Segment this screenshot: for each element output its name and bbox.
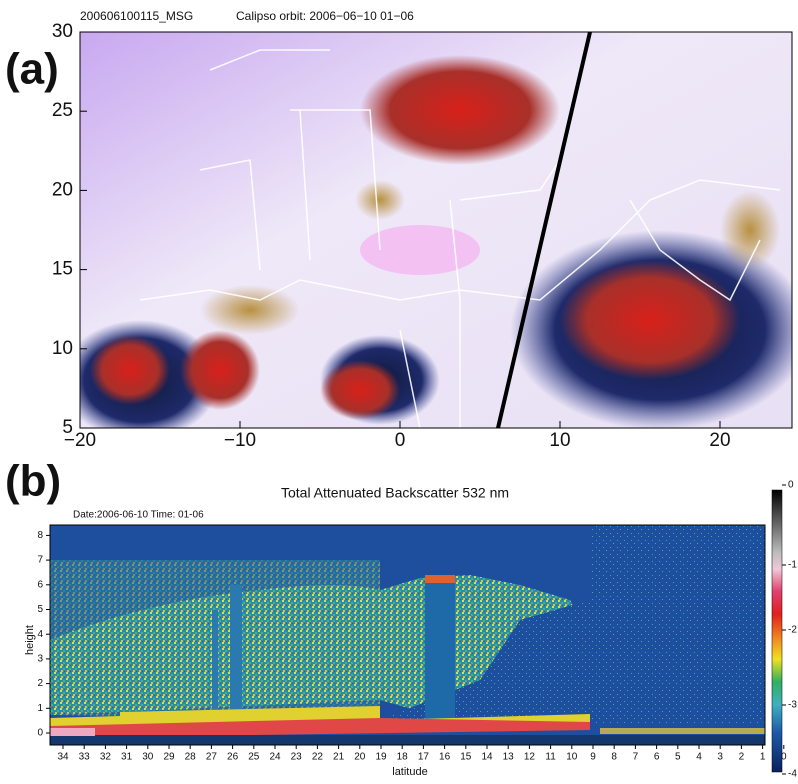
x-tick-label: 7 [633,752,639,763]
plot-frame [49,524,766,746]
x-axis-label: latitude [392,766,427,778]
y-tick-label: 20 [52,179,73,200]
y-tick-label: 0 [37,728,43,739]
y-tick-label: 10 [52,338,73,359]
x-tick-label: 34 [57,752,69,763]
y-tick-label: 6 [37,579,43,590]
x-tick-label: 15 [460,752,472,763]
x-tick-label: 23 [291,752,303,763]
x-tick-label: 8 [611,752,617,763]
x-tick-label: 5 [675,752,681,763]
x-tick-label: 27 [206,752,218,763]
x-tick-label: 13 [503,752,515,763]
map-frame [79,31,793,429]
y-tick-label: 1 [37,703,43,714]
x-tick-label: 24 [269,752,281,763]
x-tick-label: 29 [163,752,175,763]
x-tick-label: 2 [739,752,745,763]
header-text: Calipso orbit: 2006−06−10 01−06 [236,9,414,23]
x-tick-label: 10 [566,752,578,763]
x-tick-label: 14 [481,752,493,763]
x-tick-label: 22 [312,752,324,763]
x-tick-label: 4 [696,752,702,763]
y-tick-label: 15 [52,259,73,280]
y-tick-label: 3 [37,654,43,665]
x-tick-label: 3 [717,752,723,763]
x-tick-label: 9 [590,752,596,763]
x-tick-label: 18 [397,752,409,763]
x-tick-label: 19 [375,752,387,763]
x-tick-label: 33 [79,752,91,763]
x-tick-label: 11 [545,752,556,763]
x-tick-label: 28 [185,752,197,763]
y-axis-label: height [24,625,36,655]
x-tick-label: 0 [781,752,787,763]
x-tick-label: 6 [654,752,660,763]
colorbar-tick-label: -2 [788,625,797,636]
y-tick-label: 4 [37,629,43,640]
y-tick-label: 2 [37,678,43,689]
y-tick-label: 8 [37,530,43,541]
x-tick-label: 20 [354,752,366,763]
x-tick-label: 32 [100,752,112,763]
colorbar-tick-label: -1 [788,560,797,571]
y-tick-label: 7 [37,555,43,566]
plot-title: Total Attenuated Backscatter 532 nm [281,485,509,501]
x-tick-label: 31 [121,752,133,763]
panel-label: (b) [5,457,61,506]
panel-label: (a) [5,45,59,94]
x-tick-label: 20 [709,430,730,451]
backscatter-image [50,525,765,745]
x-tick-label: −20 [64,430,96,451]
x-tick-label: 10 [549,430,570,451]
date-text: Date:2006-06-10 Time: 01-06 [73,510,204,521]
y-tick-label: 5 [62,417,73,438]
satellite-image [80,32,792,428]
x-tick-label: 1 [760,752,766,763]
colorbar-tick-label: -4 [788,769,797,779]
colorbar [771,489,783,773]
x-tick-label: −10 [224,430,256,451]
x-tick-label: 17 [418,752,430,763]
colorbar-tick-label: 0 [788,480,794,491]
x-tick-label: 26 [227,752,239,763]
x-tick-label: 16 [439,752,451,763]
y-tick-label: 25 [52,100,73,121]
x-tick-label: 0 [395,430,406,451]
x-tick-label: 25 [248,752,260,763]
colorbar-tick-label: -3 [788,700,797,711]
x-tick-label: 21 [333,752,345,763]
x-tick-label: 12 [524,752,536,763]
y-tick-label: 5 [37,604,43,615]
x-tick-label: 30 [142,752,154,763]
header-text: 200606100115_MSG [80,9,193,23]
y-tick-label: 30 [52,21,73,42]
